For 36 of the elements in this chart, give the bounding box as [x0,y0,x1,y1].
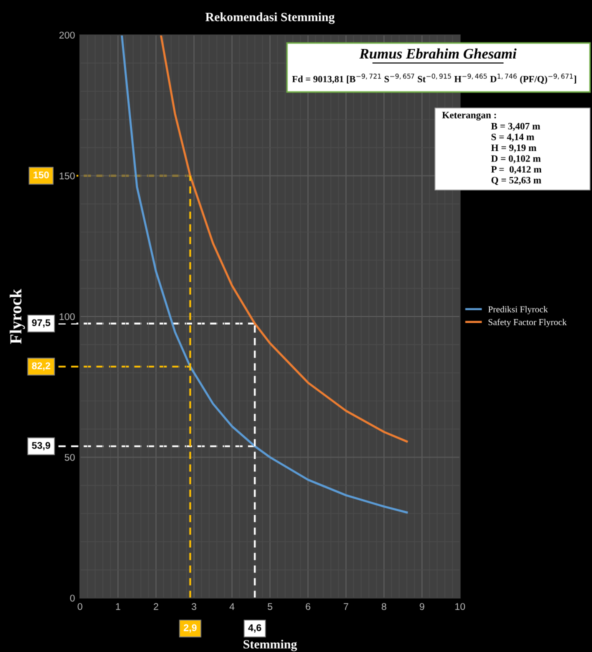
legend-label: Safety Factor Flyrock [488,318,567,328]
ref-line-label: 2,9 [184,624,197,633]
text: D = 0,102 m [491,155,541,164]
x-tick-label: 9 [420,603,424,610]
x-tick-label: 0 [78,603,82,610]
text: H = 9,19 m [491,144,536,152]
ref-line-label: 150 [34,171,49,178]
annotation: Rumus Ebrahim Ghesami [359,48,517,59]
y-tick-label: 150 [60,172,75,180]
x-tick-label: 5 [268,603,272,610]
text: Fd = 9013,81 [B$^{−9,721}$ S$^{−9,657}$ St$^{−0,915}$ H$^{−9,465}$ D$^{1,746}$ (PF/Q)$^{−9,671}$] [292,74,576,84]
text: Q = 52,63 m [491,176,542,185]
x-axis-title: Stemming [244,640,297,652]
x-tick-label: 3 [192,603,196,610]
x-tick-label: 4 [230,603,234,610]
x-tick-label: 10 [455,603,466,610]
legend-label: Prediksi Flyrock [488,306,548,314]
y-tick-label: 100 [60,313,75,320]
chart-title: Rekomendasi Stemming [205,12,335,24]
y-tick-label: 50 [64,454,75,461]
annotation: Keterangan : [442,112,496,120]
y-tick-label: 200 [59,32,75,39]
text: P = 0,412 m [491,166,542,174]
x-tick-label: 7 [344,603,348,610]
ref-line-label: 4,6 [248,624,262,633]
text: S = 4,14 m [492,134,534,142]
text: B = 3,407 m [491,122,540,131]
y-tick-label: 0 [70,594,75,602]
x-tick-label: 6 [306,603,310,610]
x-tick-label: 2 [154,603,158,610]
ref-line-label: 97,5 [32,319,50,328]
y-axis-title: Flyrock [10,288,25,344]
x-tick-label: 1 [116,603,120,610]
x-tick-label: 8 [382,603,386,610]
ref-line-label: 82,2 [32,362,50,371]
ref-line-label: 53,9 [32,442,50,450]
